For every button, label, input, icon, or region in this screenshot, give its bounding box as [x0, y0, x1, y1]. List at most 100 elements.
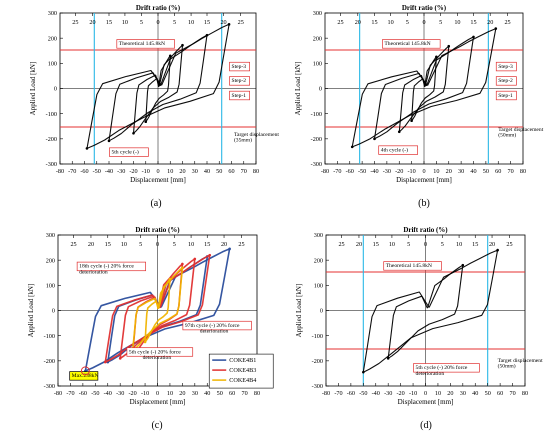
peak-point [118, 357, 122, 360]
annotation-box [229, 90, 250, 101]
y-tick-label: 100 [313, 61, 322, 68]
annotation-box [229, 61, 250, 72]
y-tick-label: 200 [314, 257, 323, 264]
top-tick-label: 5 [140, 19, 143, 26]
top-tick-label: 15 [371, 19, 377, 26]
annotation-box [109, 147, 149, 157]
peak-point [143, 340, 147, 344]
top-tick-label: 5 [173, 19, 176, 26]
x-tick-label: -80 [54, 390, 62, 397]
top-tick-label: 25 [504, 19, 510, 26]
y-tick-label: 300 [48, 10, 57, 17]
annotation-label: Theoretical 145.8kN [386, 263, 432, 269]
peak-point [168, 277, 172, 281]
hysteresis-loop [411, 56, 437, 122]
x-tick-label: -70 [68, 168, 76, 175]
x-tick-label: -80 [321, 168, 329, 175]
annotation-label: Theoretical 145.8kN [119, 41, 165, 47]
annotation-label: Step-3 [232, 64, 247, 70]
top-tick-label: 20 [356, 241, 362, 248]
y-tick-label: 100 [46, 283, 55, 290]
top-tick-label: 10 [121, 241, 127, 248]
top-tick-label: 20 [88, 241, 94, 248]
peak-point [386, 357, 390, 360]
x-tick-label: 30 [458, 168, 464, 175]
x-tick-label: 50 [217, 390, 223, 397]
x-tick-label: 80 [253, 168, 259, 175]
peak-point [103, 360, 107, 364]
x-tick-label: 40 [470, 168, 476, 175]
legend-label: COKE4B4 [229, 377, 256, 384]
x-tick-label: -70 [334, 390, 342, 397]
annotation-box [495, 90, 517, 101]
x-tick-label: 50 [483, 168, 489, 175]
data-series [350, 27, 498, 149]
x-tick-label: 80 [520, 168, 526, 175]
x-tick-label: 40 [204, 168, 210, 175]
peak-point [181, 262, 184, 266]
top-tick-label: 10 [389, 241, 395, 248]
x-tick-label: 60 [228, 168, 234, 175]
y-axis-title: Applied Load [kN] [27, 284, 35, 338]
peak-point [193, 257, 197, 261]
x-tick-label: -30 [384, 390, 392, 397]
x-tick-label: 30 [192, 168, 198, 175]
x-tick-label: 10 [433, 168, 439, 175]
peak-point [227, 23, 231, 26]
y-tick-label: 200 [48, 35, 57, 42]
top-tick-label: 25 [238, 241, 244, 248]
x-tick-label: -50 [91, 390, 99, 397]
top-tick-label: 25 [337, 19, 343, 26]
x-tick-label: 70 [508, 168, 514, 175]
x-tick-label: -10 [409, 390, 417, 397]
chart-panel: -80 -70 -60 -50 -40 -30 -20 -10 0 10 20 30 40 50 60 70 8… [29, 4, 279, 209]
x-tick-label: 40 [472, 390, 478, 397]
peak-point [132, 131, 135, 135]
peak-point [144, 120, 148, 124]
hysteresis-loop [398, 45, 450, 133]
x-tick-label: 20 [179, 390, 185, 397]
top-tick-label: 5 [441, 241, 444, 248]
x-tick-label: -20 [395, 168, 403, 175]
x-tick-label: -20 [129, 390, 137, 397]
top-tick-label: 15 [373, 241, 379, 248]
top-tick-label: 5 [173, 241, 176, 248]
y-tick-label: 0 [319, 86, 322, 93]
top-tick-label: 25 [72, 19, 78, 26]
peak-point [168, 54, 172, 58]
x-tick-label: 0 [156, 168, 159, 175]
x-tick-label: -30 [116, 390, 124, 397]
peak-point [181, 266, 184, 270]
top-tick-label: 25 [70, 241, 76, 248]
x-axis-title: Displacement [mm] [130, 398, 186, 406]
annotation-box [69, 371, 99, 381]
y-tick-label: 200 [313, 35, 322, 42]
peak-point [435, 55, 438, 59]
x-tick-label: 40 [204, 390, 210, 397]
x-tick-label: 70 [509, 390, 515, 397]
annotation-label: Target displacement [498, 127, 543, 133]
x-tick-label: 10 [435, 390, 441, 397]
hysteresis-loop [108, 34, 208, 142]
annotation-label: deterioration [416, 371, 445, 377]
y-tick-label: -300 [312, 383, 323, 390]
x-tick-label: 50 [216, 168, 222, 175]
annotation-label: (50mm) [498, 362, 516, 369]
y-tick-label: 300 [313, 10, 322, 17]
top-tick-label: 10 [122, 19, 128, 26]
top-tick-label: 20 [489, 241, 495, 248]
x-tick-label: 80 [522, 390, 528, 397]
peak-point [107, 139, 111, 143]
top-tick-label: 10 [188, 241, 194, 248]
panel-label: (a) [150, 198, 161, 209]
annotation-label: 5th cycle (-) 20% force [416, 364, 468, 371]
hysteresis-loop [145, 55, 171, 123]
x-tick-label: -60 [347, 390, 355, 397]
y-tick-label: -100 [312, 333, 323, 340]
peak-point [447, 44, 451, 48]
peak-point [461, 263, 465, 267]
x-axis-title: Displacement [mm] [396, 176, 452, 184]
chart-panel: -80 -70 -60 -50 -40 -30 -20 -10 0 10 20 30 40 50 60 70 8… [294, 4, 544, 209]
peak-point [205, 33, 209, 37]
top-tick-label: 25 [338, 241, 344, 248]
